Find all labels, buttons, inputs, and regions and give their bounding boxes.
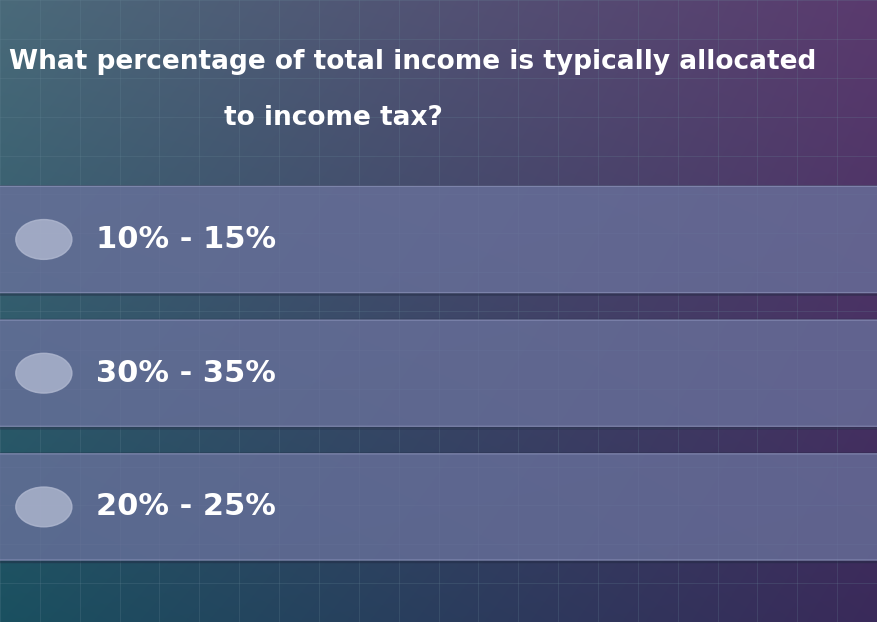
Text: to income tax?: to income tax? — [224, 105, 443, 131]
FancyBboxPatch shape — [0, 187, 877, 293]
Text: 20% - 25%: 20% - 25% — [96, 493, 276, 521]
FancyBboxPatch shape — [0, 453, 877, 564]
Text: 10% - 15%: 10% - 15% — [96, 225, 276, 254]
FancyBboxPatch shape — [0, 318, 877, 429]
Text: 30% - 35%: 30% - 35% — [96, 359, 276, 388]
FancyBboxPatch shape — [0, 185, 877, 296]
Text: What percentage of total income is typically allocated: What percentage of total income is typic… — [9, 49, 816, 75]
Circle shape — [16, 487, 72, 527]
FancyBboxPatch shape — [0, 320, 877, 427]
Circle shape — [16, 353, 72, 393]
Circle shape — [16, 220, 72, 259]
FancyBboxPatch shape — [0, 454, 877, 560]
